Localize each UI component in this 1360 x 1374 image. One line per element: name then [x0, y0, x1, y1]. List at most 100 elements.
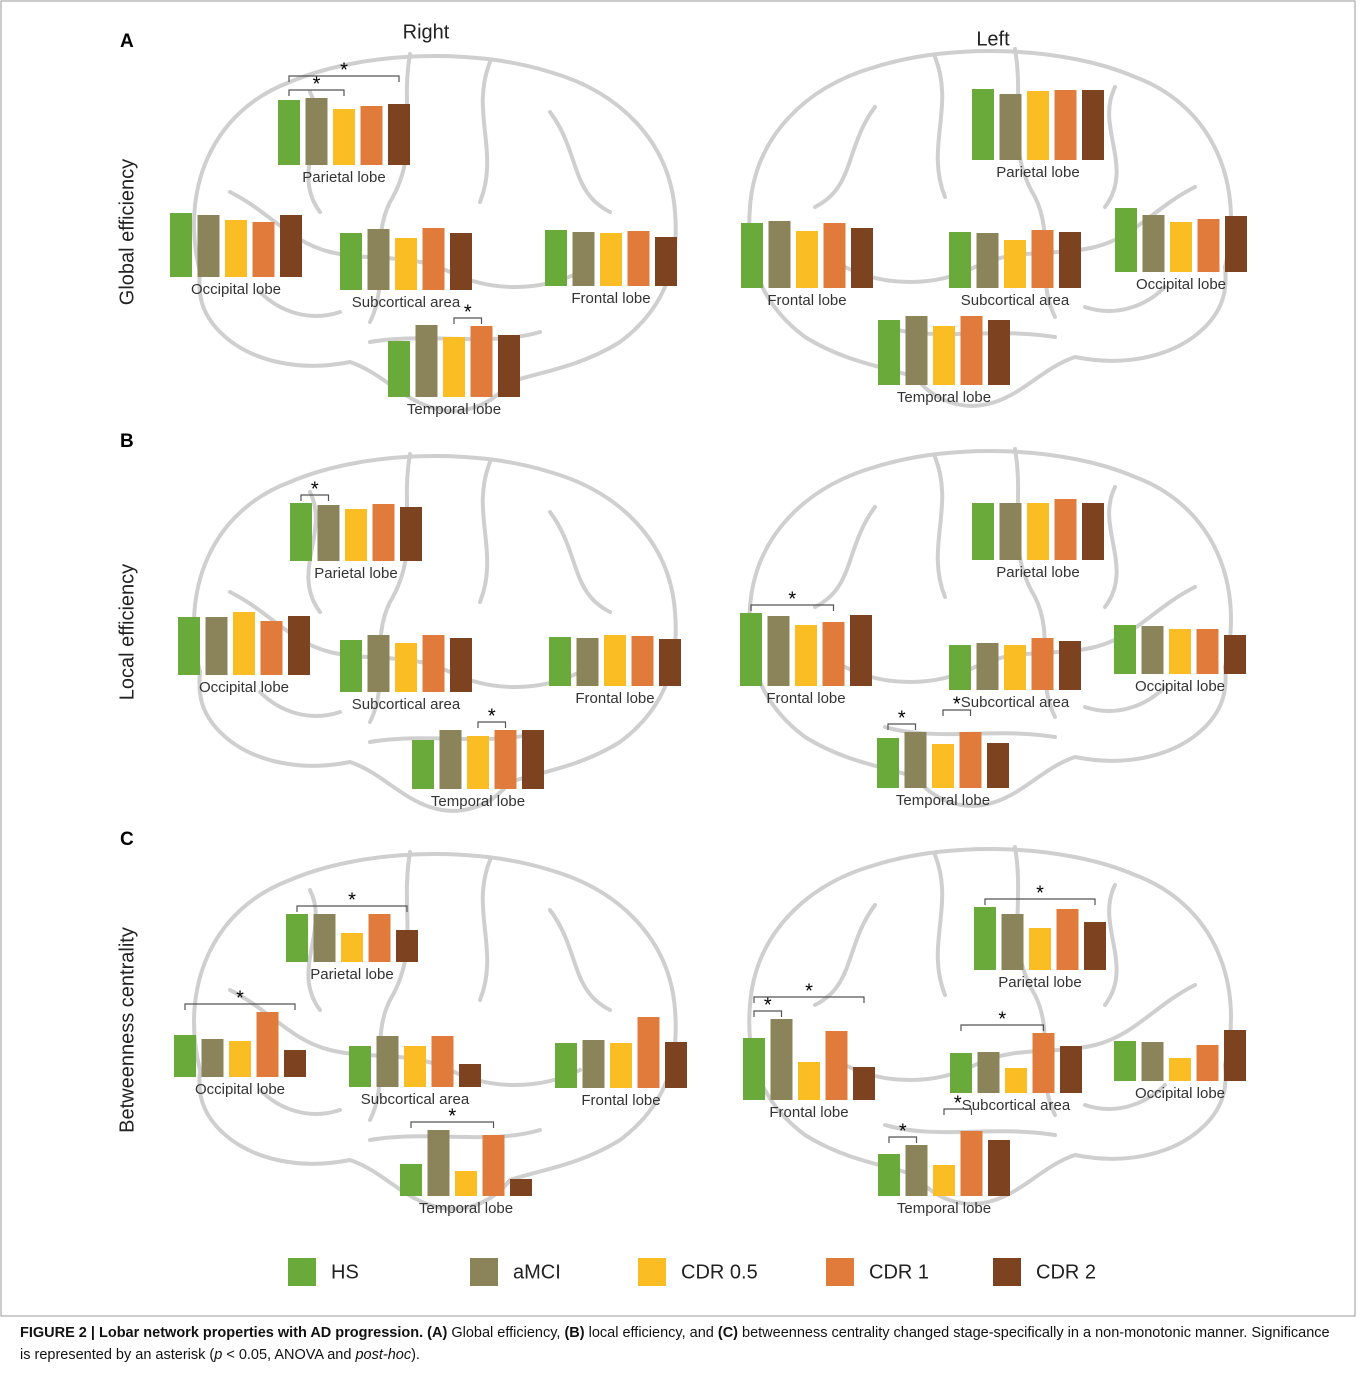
bar [1197, 1045, 1219, 1081]
bar [1059, 232, 1081, 288]
brain-contour [1105, 487, 1117, 607]
caption-run: Global efficiency, [447, 1325, 564, 1341]
bar [278, 100, 300, 165]
significance-label: * [953, 693, 961, 715]
significance-label: * [448, 1105, 456, 1127]
bar [395, 643, 417, 692]
bar [1004, 240, 1026, 288]
bar [632, 636, 654, 686]
bar [549, 637, 571, 686]
bar [522, 730, 544, 789]
bar [423, 635, 445, 692]
bar [467, 736, 489, 789]
significance-label: * [311, 478, 319, 500]
caption-run: ). [411, 1347, 420, 1363]
caption-run: local efficiency, and [585, 1325, 718, 1341]
bar [1027, 91, 1049, 160]
bar [404, 1046, 426, 1087]
region-label: Temporal lobe [897, 1200, 991, 1217]
brain-contour [935, 457, 945, 597]
bar [257, 1012, 279, 1077]
bar [510, 1179, 532, 1196]
bar [950, 1053, 972, 1093]
bar [768, 616, 790, 686]
y-axis-label: Global efficiency [116, 159, 138, 305]
region-label: Temporal lobe [431, 793, 525, 810]
region-label: Occipital lobe [195, 1081, 285, 1098]
legend-label: CDR 2 [1036, 1261, 1096, 1283]
bar [960, 732, 982, 788]
bar [932, 744, 954, 788]
legend-swatch [638, 1258, 666, 1286]
bar [877, 738, 899, 788]
bar [610, 1043, 632, 1088]
region-label: Occipital lobe [1136, 276, 1226, 293]
bar [1224, 1030, 1246, 1081]
bar [977, 643, 999, 690]
region-label: Occipital lobe [1135, 1085, 1225, 1102]
caption: FIGURE 2 | Lobar network properties with… [20, 1322, 1340, 1366]
caption-run: (C) [718, 1325, 738, 1341]
brain-contour [550, 112, 610, 212]
bar [1142, 626, 1164, 674]
bar [1084, 922, 1106, 970]
bar [906, 1145, 928, 1196]
bar [178, 617, 200, 675]
bar [741, 223, 763, 288]
bar [1000, 503, 1022, 560]
region-label: Parietal lobe [998, 974, 1081, 991]
bar [459, 1064, 481, 1087]
significance-label: * [236, 987, 244, 1009]
brain-contour [480, 62, 490, 202]
bar [1114, 1041, 1136, 1081]
bar [306, 98, 328, 165]
bar [498, 335, 520, 397]
significance-label: * [899, 1120, 907, 1142]
brain-contour [480, 462, 490, 602]
figure-panel: AGlobal efficiencyParietal lobe**Occipit… [0, 0, 1360, 1318]
bar [373, 504, 395, 561]
region-label: Parietal lobe [996, 164, 1079, 181]
significance-label: * [340, 59, 348, 81]
region-label: Temporal lobe [407, 401, 501, 418]
bar [261, 621, 283, 675]
bar [174, 1035, 196, 1077]
bar [638, 1017, 660, 1088]
bar [170, 213, 192, 277]
bar [1169, 629, 1191, 674]
bar [771, 1019, 793, 1100]
caption-run: < 0.05, ANOVA and [222, 1347, 355, 1363]
legend-label: CDR 1 [869, 1261, 929, 1283]
region-label: Temporal lobe [419, 1200, 513, 1217]
bar [961, 1131, 983, 1196]
bar [600, 233, 622, 286]
region-label: Subcortical area [961, 292, 1070, 309]
region-label: Temporal lobe [897, 389, 991, 406]
region-label: Frontal lobe [767, 292, 846, 309]
brain-contour [815, 107, 875, 207]
bar [253, 222, 275, 277]
bar [1029, 928, 1051, 970]
bar [743, 1038, 765, 1100]
bar [396, 930, 418, 962]
region-label: Parietal lobe [996, 564, 1079, 581]
bar [826, 1031, 848, 1100]
bar [1082, 503, 1104, 560]
bar [483, 1135, 505, 1196]
brain-contour [550, 910, 610, 1010]
bar [933, 326, 955, 385]
significance-label: * [805, 980, 813, 1002]
bar [769, 221, 791, 288]
significance-label: * [1036, 882, 1044, 904]
brain-contour [480, 860, 490, 1000]
bar [280, 215, 302, 277]
legend-swatch [288, 1258, 316, 1286]
brain-contour [1105, 87, 1117, 207]
bar [455, 1171, 477, 1196]
bar [225, 220, 247, 277]
bar [361, 106, 383, 165]
bar [1055, 90, 1077, 160]
bar [412, 740, 434, 789]
bar [1114, 625, 1136, 674]
panel-label: C [120, 829, 134, 850]
